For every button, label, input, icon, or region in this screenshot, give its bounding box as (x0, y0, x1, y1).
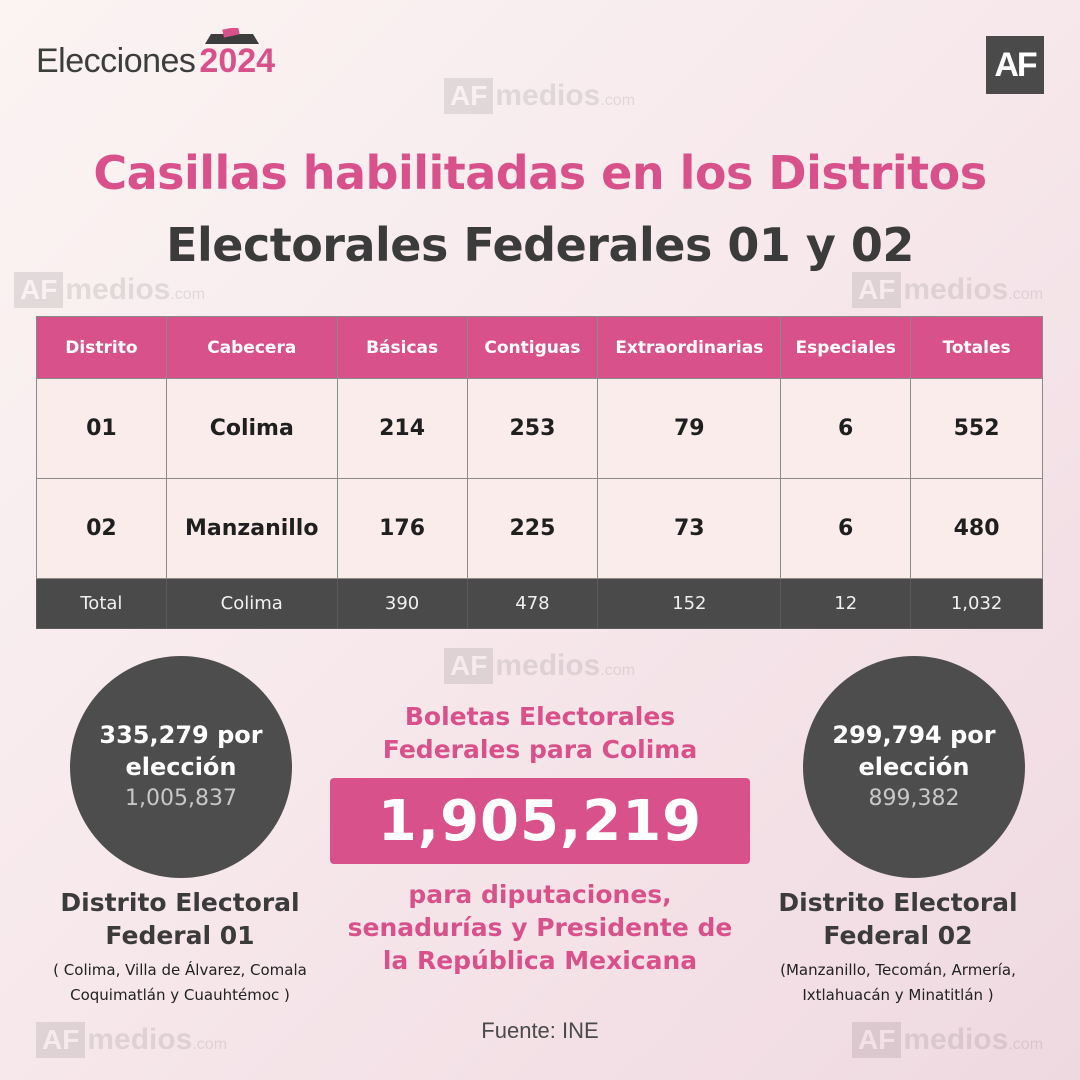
watermark: AF medios .com (852, 272, 1043, 308)
table-cell: Colima (165, 378, 338, 479)
watermark-box: AF (36, 1022, 86, 1058)
table-header-row: Distrito Cabecera Básicas Contiguas Extr… (36, 316, 1043, 379)
district-01-per-election: 335,279 por (99, 721, 263, 749)
ballot-box-icon (205, 28, 260, 44)
page-title: Casillas habilitadas en los Distritos (93, 146, 987, 200)
table-cell: 225 (466, 478, 599, 579)
table-row: 02 Manzanillo 176 225 73 6 480 (36, 478, 1043, 579)
brand-word: Elecciones (36, 42, 196, 80)
table-cell: 552 (910, 378, 1043, 479)
casillas-table: Distrito Cabecera Básicas Contiguas Extr… (36, 316, 1043, 629)
district-01-title: Distrito Electoral Federal 01 (60, 888, 300, 950)
district-01-municipalities: ( Colima, Villa de Álvarez, Comala Coqui… (53, 961, 307, 1004)
watermark-box: AF (444, 78, 494, 114)
watermark-suffix: .com (170, 286, 206, 303)
watermark-text: medios (495, 649, 601, 682)
watermark-box: AF (852, 1022, 902, 1058)
total-cell: 390 (336, 578, 468, 629)
watermark: AF medios .com (14, 272, 205, 308)
source-note: Fuente: INE (481, 1018, 599, 1043)
header-contiguas: Contiguas (466, 316, 599, 379)
table-total-row: Total Colima 390 478 152 12 1,032 (36, 578, 1043, 629)
watermark-suffix: .com (600, 662, 636, 679)
total-cell: Total (36, 578, 167, 629)
district-01-total: 1,005,837 (125, 786, 237, 811)
boletas-description: para diputaciones, senadurías y Presiden… (347, 880, 733, 975)
total-cell: Colima (165, 578, 338, 629)
watermark: AF medios .com (852, 1022, 1043, 1058)
table-cell: 73 (597, 478, 782, 579)
header-cabecera: Cabecera (165, 316, 338, 379)
table-cell: 6 (780, 478, 912, 579)
header-basicas: Básicas (336, 316, 468, 379)
watermark: AF medios .com (36, 1022, 227, 1058)
watermark-box: AF (852, 272, 902, 308)
watermark-suffix: .com (192, 1036, 228, 1053)
watermark-suffix: .com (1008, 286, 1044, 303)
district-02-per-election: 299,794 por (832, 721, 996, 749)
table-cell: 02 (36, 478, 167, 579)
table-cell: 176 (336, 478, 468, 579)
watermark-text: medios (65, 273, 171, 306)
watermark-text: medios (87, 1023, 193, 1056)
header-distrito: Distrito (36, 316, 167, 379)
elecciones-logo: Elecciones 2024 (36, 28, 275, 81)
table-cell: Manzanillo (165, 478, 338, 579)
watermark: AF medios .com (444, 78, 635, 114)
district-02-per-election-label: elección (858, 753, 970, 781)
table-cell: 6 (780, 378, 912, 479)
watermark: AF medios .com (444, 648, 635, 684)
header-totales: Totales (910, 316, 1043, 379)
af-logo: AF (986, 36, 1044, 94)
table-row: 01 Colima 214 253 79 6 552 (36, 378, 1043, 479)
header-especiales: Especiales (780, 316, 912, 379)
watermark-box: AF (14, 272, 64, 308)
total-cell: 12 (780, 578, 912, 629)
boletas-title: Boletas Electorales Federales para Colim… (382, 702, 698, 764)
district-02-total: 899,382 (868, 786, 960, 811)
watermark-text: medios (903, 273, 1009, 306)
district-02-municipalities: (Manzanillo, Tecomán, Armería, Ixtlahuac… (780, 961, 1016, 1004)
district-01-per-election-label: elección (125, 753, 237, 781)
watermark-suffix: .com (600, 92, 636, 109)
table-cell: 480 (910, 478, 1043, 579)
total-cell: 1,032 (910, 578, 1043, 629)
header-extraordinarias: Extraordinarias (597, 316, 782, 379)
table-cell: 253 (466, 378, 599, 479)
total-cell: 478 (466, 578, 599, 629)
district-02-title: Distrito Electoral Federal 02 (778, 888, 1018, 950)
brand-year: 2024 (199, 28, 275, 81)
watermark-suffix: .com (1008, 1036, 1044, 1053)
watermark-box: AF (444, 648, 494, 684)
district-01-circle: 335,279 por elección 1,005,837 (70, 656, 292, 878)
boletas-total: 1,905,219 (330, 778, 750, 864)
district-02-circle: 299,794 por elección 899,382 (803, 656, 1025, 878)
total-cell: 152 (597, 578, 782, 629)
watermark-text: medios (903, 1023, 1009, 1056)
table-cell: 79 (597, 378, 782, 479)
table-cell: 01 (36, 378, 167, 479)
table-cell: 214 (336, 378, 468, 479)
watermark-text: medios (495, 79, 601, 112)
page-subtitle: Electorales Federales 01 y 02 (166, 218, 914, 272)
